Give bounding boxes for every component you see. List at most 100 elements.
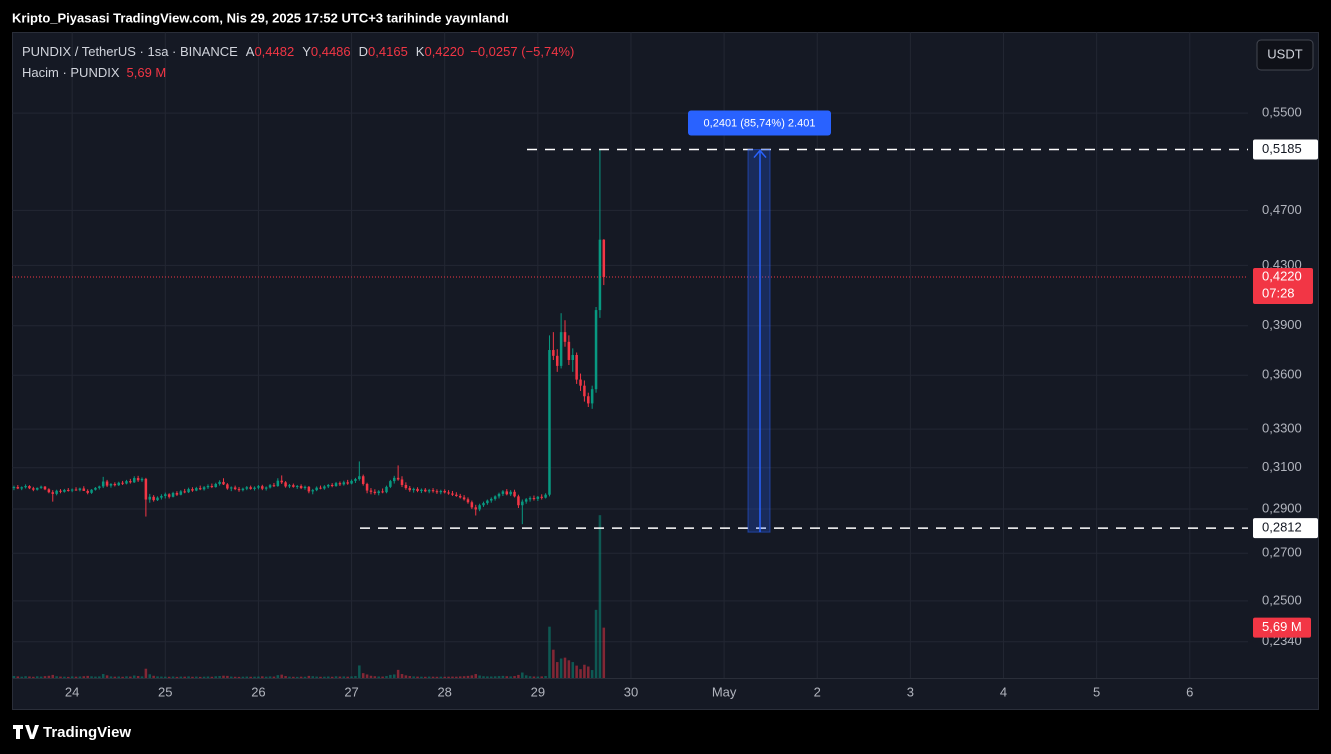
candle-body [299,486,303,489]
y-tick-label: 0,3100 [1262,459,1302,474]
candle-body [59,490,62,492]
volume-bar [222,675,225,678]
volume-bar [490,676,493,678]
candle-body [148,496,152,500]
volume-bar [420,676,423,678]
volume-bar [67,676,70,678]
volume-bar [16,676,20,678]
volume-bar [156,676,159,678]
volume-bar [105,675,109,678]
candle-body [307,486,311,492]
candle-body [222,481,225,485]
volume-bar [385,676,388,678]
y-tick-label: 0,4700 [1262,202,1302,217]
volume-tag-label: 5,69 M [1262,619,1302,634]
volume-bar [509,676,512,678]
price-line-tag [1253,518,1318,539]
candle-body [392,477,396,482]
candle-body [458,495,462,498]
candle-body [121,482,124,484]
volume-bar [307,675,311,678]
candle-body [342,482,346,485]
volume-bar [74,676,78,678]
volume-bar [330,676,334,678]
candle-body [544,494,547,498]
candle-body [505,491,509,495]
volume-bar [86,675,89,678]
candle-body [253,487,256,489]
x-tick-label: 26 [251,684,265,699]
currency-button[interactable] [1256,39,1314,71]
candle-body [412,488,415,491]
candle-body [261,486,264,489]
candle-body [218,481,221,484]
volume-bar [540,676,543,678]
candle-body [82,488,86,491]
volume-bar [404,675,408,678]
volume-bar [78,676,82,678]
volume-bar [284,676,287,678]
volume-bar [113,676,117,678]
candle-body [167,494,171,497]
candle-body [497,493,501,497]
volume-legend: Hacim · PUNDIX 5,69 M [22,65,166,80]
candle-body [358,476,361,480]
last-price-tag [1253,267,1313,304]
volume-tag [1253,617,1311,638]
volume-bar [532,676,536,678]
volume-bar [202,676,206,678]
candle-body [156,497,159,501]
chart-layer: 24 25 26 27 28 29 30 May 2 3 4 5 60,55000,47000,4300… [12,32,1318,699]
candle-body [90,489,93,493]
candle-body [20,487,23,489]
volume-bar [39,676,43,678]
volume-bar [587,666,590,678]
candle-body [540,496,543,498]
candle-body [32,488,35,490]
currency-label: USDT [1267,46,1302,61]
volume-bar [517,674,520,678]
candle-body [563,332,567,342]
volume-bar [342,676,346,678]
candle-body [113,483,117,486]
volume-bar [268,676,272,678]
volume-bar [571,662,575,678]
volume-bar [280,674,283,678]
volume-bar [237,676,241,678]
x-tick-label: 3 [907,684,914,699]
candle-body [51,492,55,494]
volume-bar [218,676,221,678]
volume-bar [264,676,268,678]
candle-body [559,332,563,366]
candle-body [486,500,489,504]
volume-bar [373,676,377,678]
candle-body [210,486,214,488]
volume-bar [94,676,97,678]
candle-body [365,483,369,491]
candle-body [424,489,427,492]
measure-range [747,149,771,533]
volume-bar [140,676,144,678]
candle-body [39,486,43,488]
candle-body [571,354,575,360]
candle-body [280,480,283,483]
volume-bar [187,676,190,678]
candle-body [524,499,528,502]
candle-body [311,490,315,492]
price-line-label: 0,5185 [1262,141,1302,156]
ohlc-value: 0,4220 [424,44,464,59]
volume-bar [175,676,179,678]
candle-body [303,486,307,489]
candle-body [152,496,155,501]
candle-body [443,490,446,493]
candle-body [381,491,384,493]
candle-body [117,482,120,486]
candle-body [249,487,252,489]
candle-body [435,491,439,493]
candle-body [175,493,179,495]
volume-bar [408,676,412,678]
volume-bar [272,676,276,678]
candle-body [144,478,148,500]
candle-body [552,350,555,356]
